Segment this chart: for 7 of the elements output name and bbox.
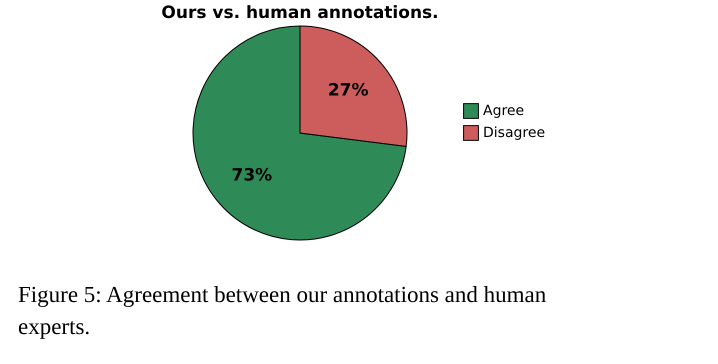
data-label: 73% xyxy=(231,165,272,186)
data-label: 27% xyxy=(328,80,369,101)
legend-label: Agree xyxy=(483,103,524,119)
legend-label: Disagree xyxy=(483,125,546,141)
caption: Figure 5: Agreement between our annotations and human experts. xyxy=(18,282,547,339)
pie-slice xyxy=(192,26,407,240)
chart-title: Ours vs. human annotations. xyxy=(161,3,439,23)
